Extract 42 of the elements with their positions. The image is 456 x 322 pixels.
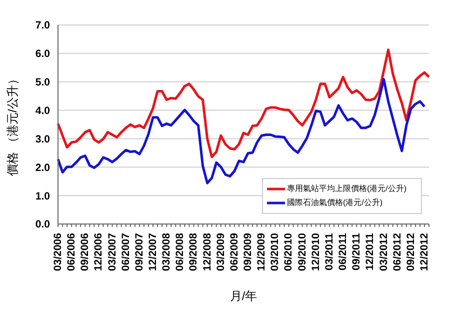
line-series	[56, 78, 426, 184]
x-tick-label: 12/2010	[310, 232, 322, 271]
y-axis-title: 價格 （港元/公升）	[5, 73, 20, 176]
x-tick-label: 09/2006	[79, 232, 92, 271]
legend-label: 專用氣站平均上限價格(港元/公升)	[287, 183, 407, 195]
x-tick-label: 06/2012	[391, 232, 404, 271]
x-tick-label: 06/2011	[337, 232, 350, 270]
x-tick-label: 09/2012	[404, 232, 417, 271]
x-tick-label: 03/2009	[214, 232, 227, 271]
y-tick-label: 7.0	[35, 20, 50, 32]
y-tick-label: 1.0	[35, 190, 50, 202]
x-tick-label: 09/2007	[133, 232, 146, 271]
x-tick-label: 03/2006	[52, 232, 64, 271]
x-tick-label: 06/2010	[282, 232, 295, 271]
y-tick-label: 6.0	[35, 48, 50, 60]
x-tick-label: 06/2008	[174, 232, 186, 271]
x-tick-label: 03/2012	[378, 232, 390, 271]
y-tick-label: 5.0	[35, 76, 50, 89]
y-tick-label: 3.0	[35, 133, 50, 146]
x-tick-label: 03/2008	[160, 232, 173, 271]
x-axis-title: 月/年	[230, 289, 258, 303]
x-tick-label: 12/2006	[92, 232, 105, 271]
x-tick-label: 12/2012	[418, 232, 430, 271]
x-tick-label: 09/2009	[242, 232, 254, 271]
x-tick-label: 12/2007	[147, 232, 160, 271]
line-series	[56, 48, 430, 158]
x-tick-label: 03/2011	[323, 232, 336, 270]
x-tick-label: 06/2006	[66, 232, 78, 271]
x-tick-label: 06/2009	[228, 232, 240, 271]
x-tick-label: 09/2008	[188, 232, 200, 271]
x-tick-label: 09/2011	[350, 232, 363, 270]
x-tick-label: 12/2009	[256, 232, 268, 271]
y-tick-label: 0.0	[35, 218, 50, 231]
x-tick-label: 09/2010	[296, 232, 308, 271]
legend-label: 國際石油氣價格(港元/公升)	[287, 197, 383, 209]
y-tick-label: 2.0	[35, 162, 50, 174]
y-tick-label: 4.0	[35, 105, 50, 118]
x-tick-label: 12/2008	[201, 232, 214, 271]
x-tick-label: 03/2010	[269, 232, 282, 271]
x-tick-label: 03/2007	[106, 232, 118, 271]
x-tick-label: 06/2007	[120, 232, 132, 271]
x-tick-label: 12/2011	[364, 232, 376, 270]
